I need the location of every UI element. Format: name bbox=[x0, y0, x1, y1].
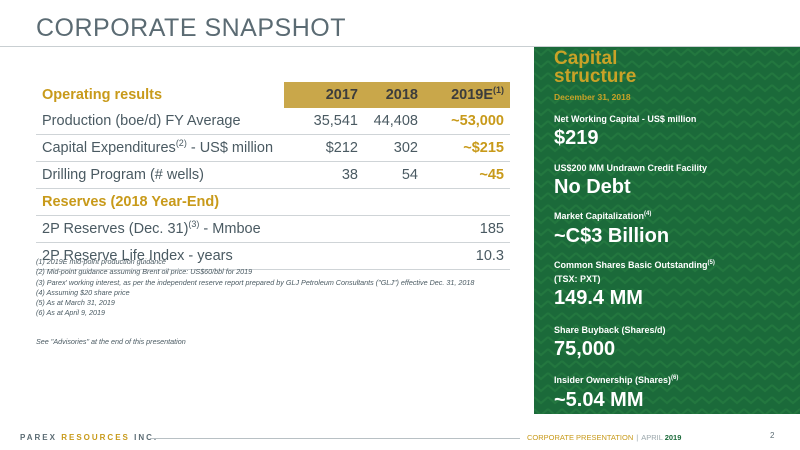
insider-ownership-label-text: Insider Ownership (Shares) bbox=[554, 375, 672, 385]
footnote: (2) Mid-point guidance assuming Brent oi… bbox=[36, 267, 253, 277]
row-label: 2P Reserve Life Index - years bbox=[36, 248, 284, 264]
row-2017: $212 bbox=[325, 140, 358, 156]
row-label-tail: - Mmboe bbox=[199, 221, 261, 237]
row-label-text: Drilling Program (# wells) bbox=[42, 167, 204, 183]
footer-year: 2019 bbox=[664, 433, 682, 442]
see-advisories-note: See "Advisories" at the end of this pres… bbox=[36, 337, 186, 346]
header-2018: 2018 bbox=[362, 82, 424, 108]
row-label-text: 2P Reserve Life Index - years bbox=[42, 248, 233, 264]
footnote: (6) As at April 9, 2019 bbox=[36, 308, 105, 318]
net-working-capital-label: Net Working Capital - US$ million bbox=[554, 114, 697, 124]
table-row: Production (boe/d) FY Average 35,541 44,… bbox=[36, 108, 510, 135]
row-2018: 44,408 bbox=[373, 113, 418, 129]
net-working-capital-value: $219 bbox=[554, 127, 599, 149]
row-2017: 35,541 bbox=[313, 113, 358, 129]
operating-results-table: Operating results 2017 2018 2019E(1) Pro… bbox=[36, 82, 510, 270]
footnote: (1) 2019E mid-point production guidance bbox=[36, 257, 166, 266]
footer-presentation-label: CORPORATE PRESENTATION | APRIL 2019 bbox=[527, 433, 681, 442]
row-label-text: 2P Reserves (Dec. 31) bbox=[42, 221, 189, 237]
page-number: 2 bbox=[770, 431, 775, 440]
footnote: (5) As at March 31, 2019 bbox=[36, 298, 115, 308]
row-2019e: ~53,000 bbox=[451, 113, 504, 129]
row-label: Drilling Program (# wells) bbox=[36, 167, 284, 183]
row-2019e: ~45 bbox=[479, 167, 504, 183]
credit-facility-label: US$200 MM Undrawn Credit Facility bbox=[554, 163, 708, 173]
row-label-text: Capital Expenditures bbox=[42, 140, 176, 156]
footer-presentation-text: CORPORATE PRESENTATION bbox=[527, 433, 634, 442]
brand-tail: INC. bbox=[129, 433, 159, 442]
insider-ownership-label: Insider Ownership (Shares)(6) bbox=[554, 375, 678, 385]
header-2019e-text: 2019E bbox=[451, 87, 493, 103]
market-cap-label-text: Market Capitalization bbox=[554, 211, 645, 221]
header-2019e: 2019E(1) bbox=[424, 82, 510, 108]
capital-structure-panel: Capital structure December 31, 2018 Net … bbox=[534, 47, 800, 414]
footer-separator: | bbox=[636, 433, 639, 442]
row-2018: 54 bbox=[401, 167, 418, 183]
market-cap-footnote: (4) bbox=[644, 211, 652, 217]
title-divider bbox=[0, 46, 800, 47]
share-buyback-value: 75,000 bbox=[554, 338, 616, 360]
table-row: 2P Reserves (Dec. 31)(3) - Mmboe 185 bbox=[36, 216, 510, 243]
shares-outstanding-footnote: (5) bbox=[707, 260, 715, 266]
insider-ownership-footnote: (6) bbox=[671, 375, 679, 381]
row-label: Production (boe/d) FY Average bbox=[36, 113, 284, 129]
table-row: 2P Reserve Life Index - years 10.3 bbox=[36, 243, 510, 270]
market-cap-label: Market Capitalization(4) bbox=[554, 211, 651, 221]
brand-accent: RESOURCES bbox=[61, 433, 130, 442]
reserves-section-header: Reserves (2018 Year-End) bbox=[36, 189, 510, 216]
table-row: Drilling Program (# wells) 38 54 ~45 bbox=[36, 162, 510, 189]
shares-outstanding-label: Common Shares Basic Outstanding(5) bbox=[554, 260, 715, 270]
capital-title-line2: structure bbox=[554, 66, 637, 87]
row-value: 10.3 bbox=[475, 248, 504, 264]
row-label-tail: - US$ million bbox=[186, 140, 274, 156]
shares-outstanding-ticker: (TSX: PXT) bbox=[554, 274, 601, 284]
shares-outstanding-value: 149.4 MM bbox=[554, 287, 643, 309]
header-2019e-footnote: (1) bbox=[493, 85, 504, 96]
footnotes: (1) 2019E mid-point production guidance … bbox=[36, 257, 516, 319]
page-title: CORPORATE SNAPSHOT bbox=[36, 14, 346, 42]
section-label: Reserves (2018 Year-End) bbox=[42, 194, 220, 210]
capital-title-line1: Capital bbox=[554, 48, 618, 69]
footer-month: APRIL bbox=[641, 433, 663, 442]
capital-date: December 31, 2018 bbox=[554, 92, 631, 102]
row-label: 2P Reserves (Dec. 31)(3) - Mmboe bbox=[36, 219, 284, 237]
footer-divider bbox=[150, 438, 520, 439]
credit-facility-value: No Debt bbox=[554, 176, 631, 198]
company-logo-text: PAREX RESOURCES INC. bbox=[20, 433, 158, 442]
row-footnote: (2) bbox=[175, 138, 187, 149]
shares-outstanding-label-text: Common Shares Basic Outstanding bbox=[554, 260, 708, 270]
insider-ownership-value: ~5.04 MM bbox=[554, 389, 644, 411]
footnote: (3) Parex' working interest, as per the … bbox=[36, 277, 475, 287]
header-2017: 2017 bbox=[284, 82, 362, 108]
panel-pattern bbox=[534, 47, 800, 414]
row-footnote: (3) bbox=[188, 219, 200, 230]
market-cap-value: ~C$3 Billion bbox=[554, 225, 670, 247]
row-label: Capital Expenditures(2) - US$ million bbox=[36, 138, 284, 156]
row-2018: 302 bbox=[393, 140, 418, 156]
brand-main: PAREX bbox=[20, 433, 62, 442]
row-2017: 38 bbox=[341, 167, 358, 183]
row-value: 185 bbox=[479, 221, 504, 237]
table-row: Capital Expenditures(2) - US$ million $2… bbox=[36, 135, 510, 162]
share-buyback-label: Share Buyback (Shares/d) bbox=[554, 325, 666, 335]
row-label-text: Production (boe/d) FY Average bbox=[42, 113, 241, 129]
footnote: (4) Assuming $20 share price bbox=[36, 287, 130, 297]
row-2019e: ~$215 bbox=[463, 140, 504, 156]
capital-structure-title: Capital structure bbox=[554, 48, 637, 87]
header-label: Operating results bbox=[42, 87, 163, 103]
table-header-row: Operating results 2017 2018 2019E(1) bbox=[36, 82, 510, 108]
